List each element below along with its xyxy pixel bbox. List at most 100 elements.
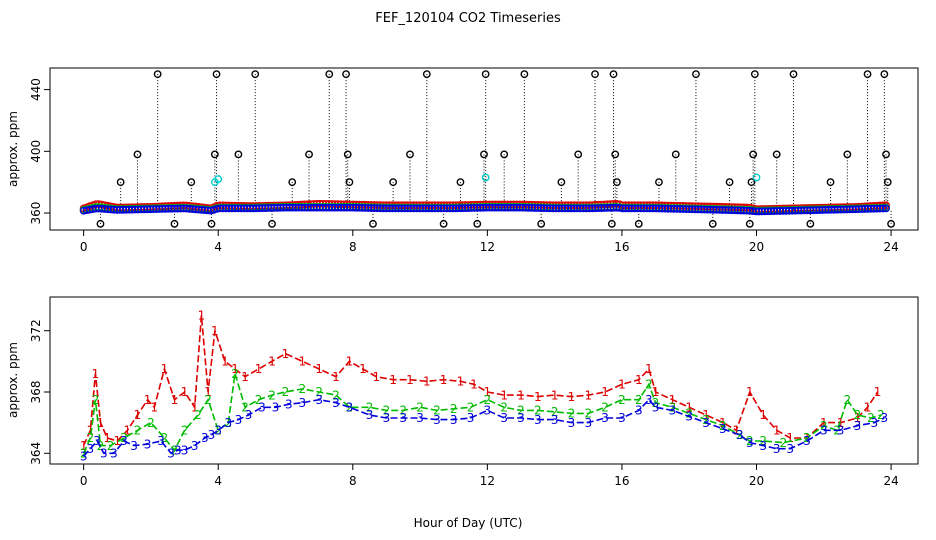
baseline-point bbox=[879, 204, 887, 213]
spike-point bbox=[692, 70, 700, 79]
series-1-point: 1 bbox=[618, 378, 626, 392]
series-1-point: 1 bbox=[719, 416, 727, 430]
series-1-point: 1 bbox=[534, 390, 542, 404]
spike-point bbox=[591, 70, 599, 79]
series-1-point: 1 bbox=[746, 385, 754, 399]
series-3-point: 3 bbox=[517, 411, 525, 425]
top-plot-frame bbox=[49, 67, 919, 231]
series-1-point: 1 bbox=[92, 367, 100, 381]
series-2-point: 2 bbox=[669, 401, 677, 415]
spike-point bbox=[207, 219, 216, 228]
series-2-point: 2 bbox=[685, 407, 693, 421]
top-baseline-series bbox=[79, 199, 890, 216]
series-3-point: 3 bbox=[635, 404, 643, 418]
bottom-x-tick-label: 12 bbox=[480, 474, 495, 488]
series-1-point: 1 bbox=[87, 423, 95, 437]
spike-point bbox=[749, 150, 758, 159]
spike-point bbox=[96, 219, 105, 228]
series-3-point: 3 bbox=[87, 442, 95, 456]
series-1-point: 1 bbox=[134, 408, 142, 422]
series-1-point: 1 bbox=[198, 309, 206, 323]
top-x-tick-label: 0 bbox=[80, 240, 88, 254]
series-3-point: 3 bbox=[366, 408, 374, 422]
top-x-tick-label: 4 bbox=[214, 240, 222, 254]
series-3-point: 3 bbox=[837, 423, 845, 437]
series-3-line bbox=[83, 398, 885, 457]
spike-point bbox=[345, 178, 354, 187]
series-1-point: 1 bbox=[854, 411, 862, 425]
series-3-point: 3 bbox=[416, 411, 424, 425]
bottom-x-tick-label: 24 bbox=[883, 474, 898, 488]
series-3-point: 3 bbox=[285, 397, 293, 411]
top-spike-series bbox=[96, 70, 895, 228]
spike-point bbox=[480, 150, 488, 159]
spike-point bbox=[557, 178, 566, 187]
spike-point bbox=[268, 219, 276, 228]
series-3-point: 3 bbox=[568, 416, 576, 430]
series-1-point: 1 bbox=[669, 393, 677, 407]
series-2-point: 2 bbox=[803, 431, 811, 445]
series-2-point: 2 bbox=[517, 404, 525, 418]
series-2-point: 2 bbox=[618, 393, 626, 407]
series-1-point: 1 bbox=[144, 393, 152, 407]
series-1-point: 1 bbox=[773, 423, 781, 437]
series-1-point: 1 bbox=[786, 431, 794, 445]
series-3-point: 3 bbox=[208, 428, 216, 442]
series-2-point: 2 bbox=[484, 393, 492, 407]
series-2-point: 2 bbox=[568, 407, 576, 421]
spike-point bbox=[708, 219, 717, 228]
spike-point bbox=[153, 70, 162, 79]
series-3-point: 3 bbox=[191, 439, 199, 453]
series-1-point: 1 bbox=[268, 355, 276, 369]
series-3-point: 3 bbox=[144, 437, 152, 451]
spike-point bbox=[422, 70, 431, 79]
series-3-point: 3 bbox=[584, 416, 592, 430]
series-2-point: 2 bbox=[450, 402, 458, 416]
series-1-point: 1 bbox=[457, 374, 465, 388]
series-2-point: 2 bbox=[241, 401, 249, 415]
series-2-point: 2 bbox=[584, 407, 592, 421]
series-1-point: 1 bbox=[568, 390, 576, 404]
series-2-point: 2 bbox=[601, 401, 609, 415]
series-2-point: 2 bbox=[635, 393, 643, 407]
spike-point bbox=[537, 219, 546, 228]
series-1-point: 1 bbox=[299, 355, 307, 369]
cyan-point bbox=[752, 173, 761, 182]
bottom-y-axis-label: approx. ppm bbox=[6, 342, 20, 418]
series-3-point: 3 bbox=[551, 413, 559, 427]
bottom-x-tick-label: 0 bbox=[80, 474, 88, 488]
series-1-point: 1 bbox=[315, 362, 323, 376]
series-2-point: 2 bbox=[255, 393, 263, 407]
series-3-point: 3 bbox=[669, 404, 677, 418]
series-2-point: 2 bbox=[92, 393, 100, 407]
spike-point bbox=[772, 150, 781, 159]
series-2-point: 2 bbox=[719, 419, 727, 433]
series-3-point: 3 bbox=[214, 423, 222, 437]
spike-point bbox=[883, 178, 892, 187]
spike-point bbox=[389, 178, 398, 187]
series-3-point: 3 bbox=[157, 434, 165, 448]
series-3-point: 3 bbox=[315, 393, 323, 407]
spike-point bbox=[671, 150, 680, 159]
series-3-point: 3 bbox=[120, 434, 128, 448]
bottom-y-tick-label: 368 bbox=[29, 381, 43, 404]
spike-point bbox=[609, 70, 618, 79]
series-3-point: 3 bbox=[130, 439, 138, 453]
series-2-point: 2 bbox=[204, 393, 212, 407]
series-2-point: 2 bbox=[645, 378, 653, 392]
series-3-point: 3 bbox=[702, 416, 710, 430]
series-3-point: 3 bbox=[258, 401, 266, 415]
spike-point bbox=[612, 178, 621, 187]
series-3-point: 3 bbox=[484, 404, 492, 418]
series-1-point: 1 bbox=[685, 401, 693, 415]
series-3-point: 3 bbox=[534, 413, 542, 427]
top-y-axis-label: approx. ppm bbox=[6, 111, 20, 187]
bottom-y-tick-label: 364 bbox=[29, 442, 43, 465]
series-2-point: 2 bbox=[268, 388, 276, 402]
series-1-line bbox=[82, 315, 879, 446]
series-1-point: 1 bbox=[733, 423, 741, 437]
bottom-x-tick-label: 4 bbox=[214, 474, 222, 488]
